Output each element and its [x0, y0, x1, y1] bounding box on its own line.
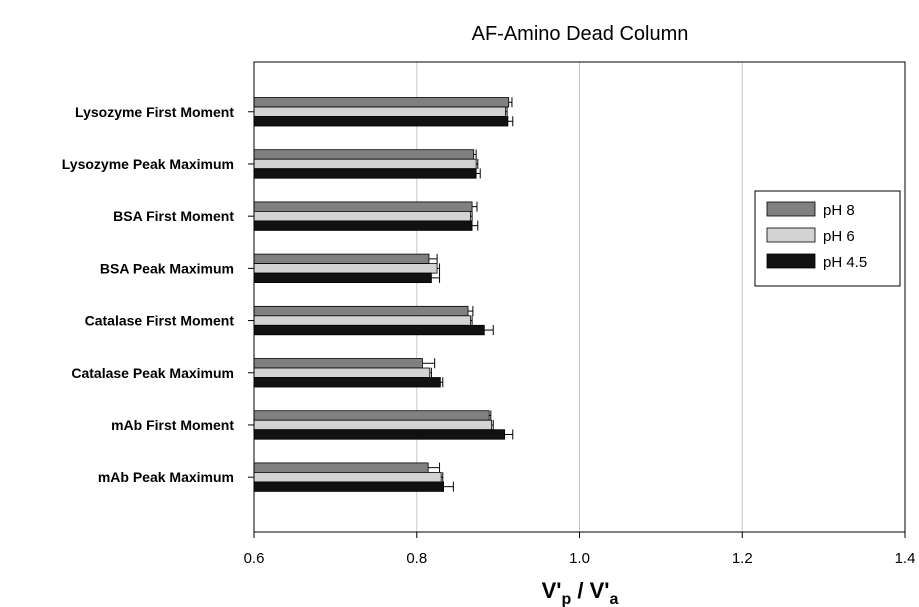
legend: pH 8 pH 6 pH 4.5 [754, 190, 901, 287]
bar [253, 315, 471, 326]
bars [253, 97, 514, 492]
bar [253, 263, 438, 274]
bar [253, 201, 473, 212]
bar [253, 158, 477, 170]
gridlines [416, 62, 743, 532]
legend-label: pH 8 [823, 202, 855, 219]
x-tick-label: 1.2 [732, 550, 753, 567]
x-tick-label: 1.4 [895, 550, 916, 567]
bar [253, 429, 506, 440]
bar [253, 149, 475, 160]
category-label: Catalase First Moment [85, 313, 235, 329]
chart-title: AF-Amino Dead Column [472, 23, 689, 45]
category-label: BSA Peak Maximum [100, 260, 234, 276]
bar [253, 305, 469, 317]
bar [253, 211, 471, 222]
bar [253, 272, 432, 284]
category-label: BSA First Moment [113, 208, 234, 224]
bar [253, 410, 490, 421]
bar [253, 220, 473, 231]
bar [253, 377, 441, 388]
category-label: mAb First Moment [111, 417, 234, 433]
x-tick-label: 0.8 [406, 550, 427, 567]
x-axis-title: V'p / V'a [542, 578, 619, 607]
bar [253, 253, 430, 265]
bar [253, 168, 477, 179]
category-label: mAb Peak Maximum [98, 469, 234, 485]
category-label: Lysozyme First Moment [75, 104, 234, 120]
bar [253, 367, 431, 378]
bar [253, 462, 429, 473]
bar [253, 419, 493, 431]
category-label: Lysozyme Peak Maximum [62, 156, 234, 172]
legend-label: pH 6 [823, 228, 855, 245]
x-tick-label: 0.6 [244, 550, 265, 567]
axes [248, 61, 906, 538]
x-tick-labels: 0.6 0.8 1.0 1.2 1.4 [244, 550, 916, 567]
x-tick-label: 1.0 [569, 550, 590, 567]
legend-swatch [766, 201, 816, 217]
legend-swatch [766, 227, 816, 243]
bar [253, 472, 442, 483]
legend-swatch [766, 253, 816, 269]
bar [253, 481, 445, 492]
bar [253, 97, 510, 108]
category-labels: Lysozyme First Moment Lysozyme Peak Maxim… [62, 104, 235, 485]
category-label: Catalase Peak Maximum [71, 365, 234, 381]
bar [253, 116, 509, 127]
bar [253, 106, 506, 117]
legend-label: pH 4.5 [823, 254, 867, 271]
bar [253, 358, 423, 369]
bar [253, 324, 485, 336]
